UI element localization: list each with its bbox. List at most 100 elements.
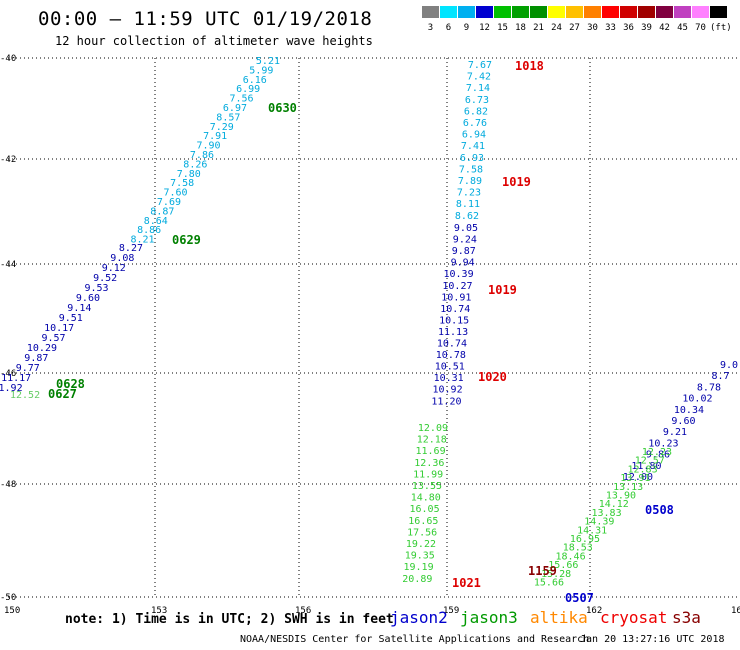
swh-value: 13.90 <box>606 491 636 502</box>
swh-value: 12.23 <box>642 447 672 458</box>
swh-value: 10.29 <box>27 343 57 354</box>
swh-value: 8.86 <box>137 225 161 236</box>
swh-value: 6.73 <box>465 95 489 106</box>
colorbar-label: 12 <box>479 23 490 33</box>
colorbar-label: 36 <box>623 23 634 33</box>
colorbar-swatch <box>602 6 619 18</box>
swh-value: 13.83 <box>591 508 621 519</box>
swh-value: 14.39 <box>584 517 614 528</box>
colorbar-swatch <box>512 6 529 18</box>
colorbar-swatch <box>620 6 637 18</box>
swh-value: 7.14 <box>466 83 490 94</box>
colorbar-label: 24 <box>551 23 562 33</box>
swh-value: 9.24 <box>453 235 477 246</box>
colorbar-label: 70 <box>695 23 706 33</box>
lat-tick-label: -42 <box>0 155 16 165</box>
swh-value: 9.05 <box>454 223 478 234</box>
swh-value: 6.97 <box>223 103 247 114</box>
swh-value: 7.23 <box>457 188 481 199</box>
colorbar-swatch <box>440 6 457 18</box>
colorbar-label: 39 <box>641 23 652 33</box>
swh-value: 5.21 <box>256 56 280 67</box>
swh-value: 14.80 <box>411 493 441 504</box>
swh-value: 10.39 <box>443 269 473 280</box>
time-label: 0627 <box>48 387 77 401</box>
colorbar-swatch <box>692 6 709 18</box>
colorbar-label: (ft) <box>710 23 732 33</box>
time-label: 0628 <box>56 377 85 391</box>
swh-value: 10.34 <box>674 405 704 416</box>
time-label: 0508 <box>645 503 674 517</box>
colorbar-label: 33 <box>605 23 616 33</box>
swh-value: 12.00 <box>623 472 653 483</box>
swh-value: 7.60 <box>164 188 188 199</box>
time-label: 0629 <box>172 233 201 247</box>
colorbar-label: 18 <box>515 23 526 33</box>
lat-tick-label: -44 <box>0 260 16 270</box>
swh-value: 7.67 <box>468 60 492 71</box>
swh-value: 9.21 <box>663 427 687 438</box>
swh-value: 10.15 <box>439 315 469 326</box>
colorbar-swatch <box>530 6 547 18</box>
swh-value: 8.57 <box>216 112 240 123</box>
swh-value: 9.94 <box>451 258 475 269</box>
swh-value: 11.92 <box>0 383 23 394</box>
swh-value: 7.42 <box>467 72 491 83</box>
lat-tick-label: -46 <box>0 369 16 379</box>
swh-value: 9.0 <box>720 360 738 371</box>
swh-value: 9.53 <box>85 283 109 294</box>
swh-value: 9.08 <box>110 253 134 264</box>
swh-value: 6.82 <box>464 106 488 117</box>
swh-value: 8.7 <box>711 371 729 382</box>
colorbar-label: 45 <box>677 23 688 33</box>
swh-value: 10.78 <box>436 350 466 361</box>
swh-value: 12.36 <box>414 458 444 469</box>
satellite-cryosat: cryosat <box>600 608 668 627</box>
lon-tick-label: 156 <box>295 606 311 616</box>
swh-value: 6.93 <box>460 153 484 164</box>
colorbar-swatch <box>458 6 475 18</box>
colorbar-label: 30 <box>587 23 598 33</box>
lat-tick-label: -48 <box>0 480 16 490</box>
swh-value: 15.28 <box>541 569 571 580</box>
colorbar-label: 3 <box>427 23 434 33</box>
time-label: 1018 <box>515 59 544 73</box>
swh-value: 9.60 <box>76 293 100 304</box>
swh-value: 10.51 <box>435 362 465 373</box>
swh-value: 7.29 <box>210 122 234 133</box>
swh-value: 7.58 <box>170 178 194 189</box>
swh-value: 11.80 <box>631 461 661 472</box>
swh-value: 12.83 <box>627 464 657 475</box>
swh-value: 11.13 <box>438 327 468 338</box>
swh-value: 8.87 <box>150 206 174 217</box>
colorbar-swatch <box>494 6 511 18</box>
swh-value: 7.69 <box>157 197 181 208</box>
swh-value: 8.27 <box>119 243 143 254</box>
swh-value: 9.51 <box>59 313 83 324</box>
swh-value: 13.55 <box>412 481 442 492</box>
swh-value: 9.87 <box>24 353 48 364</box>
swh-value: 15.66 <box>534 578 564 589</box>
colorbar-swatch <box>584 6 601 18</box>
colorbar-swatch <box>710 6 727 18</box>
swh-value: 6.99 <box>236 84 260 95</box>
swh-value: 7.41 <box>461 141 485 152</box>
swh-value: 16.95 <box>570 534 600 545</box>
swh-value: 7.86 <box>190 150 214 161</box>
colorbar-swatch <box>476 6 493 18</box>
page-subtitle: 12 hour collection of altimeter wave hei… <box>55 34 373 48</box>
colorbar-swatch <box>548 6 565 18</box>
lat-tick-label: -50 <box>0 593 16 603</box>
note-text: note: 1) Time is in UTC; 2) SWH is in fe… <box>65 612 394 627</box>
swh-value: 16.65 <box>408 516 438 527</box>
swh-value: 10.31 <box>434 373 464 384</box>
swh-value: 19.19 <box>403 562 433 573</box>
swh-value: 6.76 <box>463 118 487 129</box>
swh-value: 7.80 <box>177 169 201 180</box>
colorbar-label: 15 <box>497 23 508 33</box>
swh-value: 9.12 <box>102 263 126 274</box>
swh-value: 11.99 <box>413 469 443 480</box>
swh-value: 17.56 <box>407 527 437 538</box>
lon-tick-label: 153 <box>151 606 167 616</box>
